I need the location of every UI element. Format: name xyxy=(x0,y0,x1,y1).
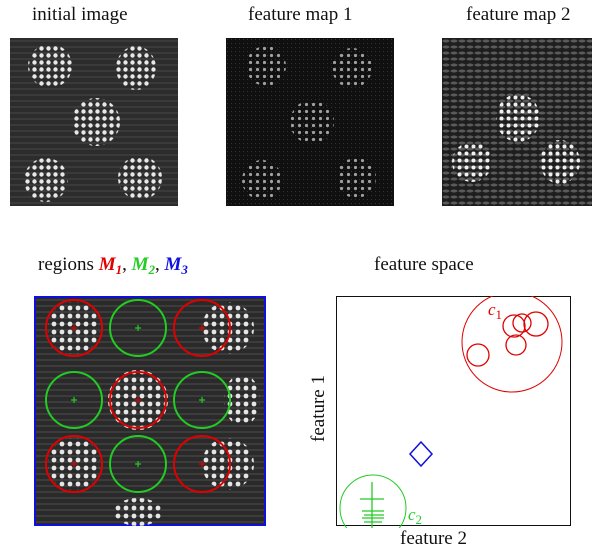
region-m3-marker xyxy=(408,440,434,468)
feature-map-1-title: feature map 1 xyxy=(248,4,353,25)
regions-image xyxy=(34,296,266,526)
feature-map-2-image xyxy=(442,38,592,206)
initial-image xyxy=(10,38,178,206)
feature-map-2-title: feature map 2 xyxy=(466,4,571,25)
cluster-c1-point xyxy=(505,334,527,356)
region-circle-green xyxy=(45,371,103,429)
region-circle-red xyxy=(173,435,231,493)
cluster-c1-label: c1 xyxy=(488,300,503,322)
y-axis-label: feature 1 xyxy=(308,375,329,442)
regions-title: regions M1, M2, M3 xyxy=(38,254,188,277)
region-m1-label: M1 xyxy=(98,254,123,277)
cluster-c1-point xyxy=(523,311,549,337)
cluster-c2-points xyxy=(360,482,384,528)
region-circle-red xyxy=(109,371,167,429)
cluster-c2-label: c2 xyxy=(408,505,423,527)
x-axis-label: feature 2 xyxy=(400,528,467,549)
region-m3-label: M3 xyxy=(164,254,188,277)
cluster-c2-circle xyxy=(339,474,407,528)
region-circle-red xyxy=(45,299,103,357)
region-m2-label: M2 xyxy=(131,254,155,277)
cluster-c1-point xyxy=(512,313,532,333)
feature-space-title: feature space xyxy=(374,254,474,275)
feature-map-1-image xyxy=(226,38,394,206)
initial-image-title: initial image xyxy=(32,4,128,25)
cluster-c1-point xyxy=(466,343,490,367)
region-circle-green xyxy=(173,371,231,429)
regions-title-prefix: regions xyxy=(38,254,99,275)
region-circle-red xyxy=(173,299,231,357)
cluster-c1-circle xyxy=(461,296,563,393)
feature-space-plot xyxy=(336,296,571,528)
region-circle-red xyxy=(45,435,103,493)
region-circle-green xyxy=(109,435,167,493)
region-circle-green xyxy=(109,299,167,357)
cluster-c1-point xyxy=(502,314,526,338)
